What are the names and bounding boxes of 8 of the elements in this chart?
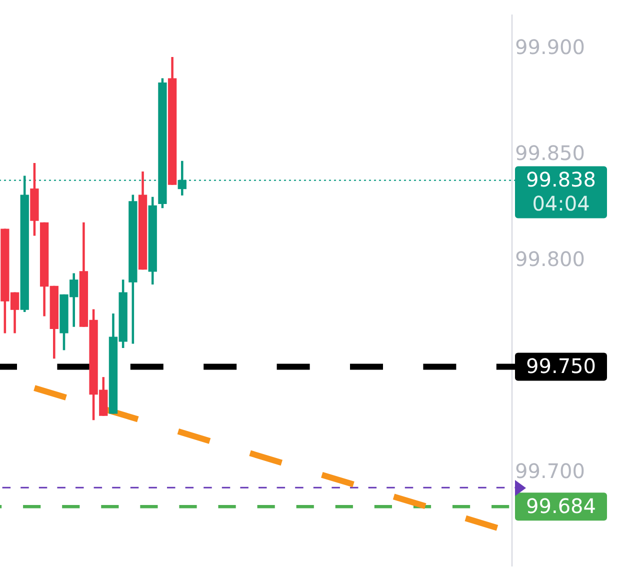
y-tick-label: 99.850 (515, 141, 585, 166)
text: 04:04 (532, 192, 590, 216)
ref-line-label: 99.838 (526, 168, 596, 192)
y-tick-label: 99.900 (515, 35, 585, 60)
ref-line-label: 99.750 (526, 354, 596, 378)
y-tick-label: 99.700 (515, 458, 585, 483)
ref-line-label: 99.684 (526, 494, 596, 518)
y-tick-label: 99.800 (515, 247, 585, 272)
